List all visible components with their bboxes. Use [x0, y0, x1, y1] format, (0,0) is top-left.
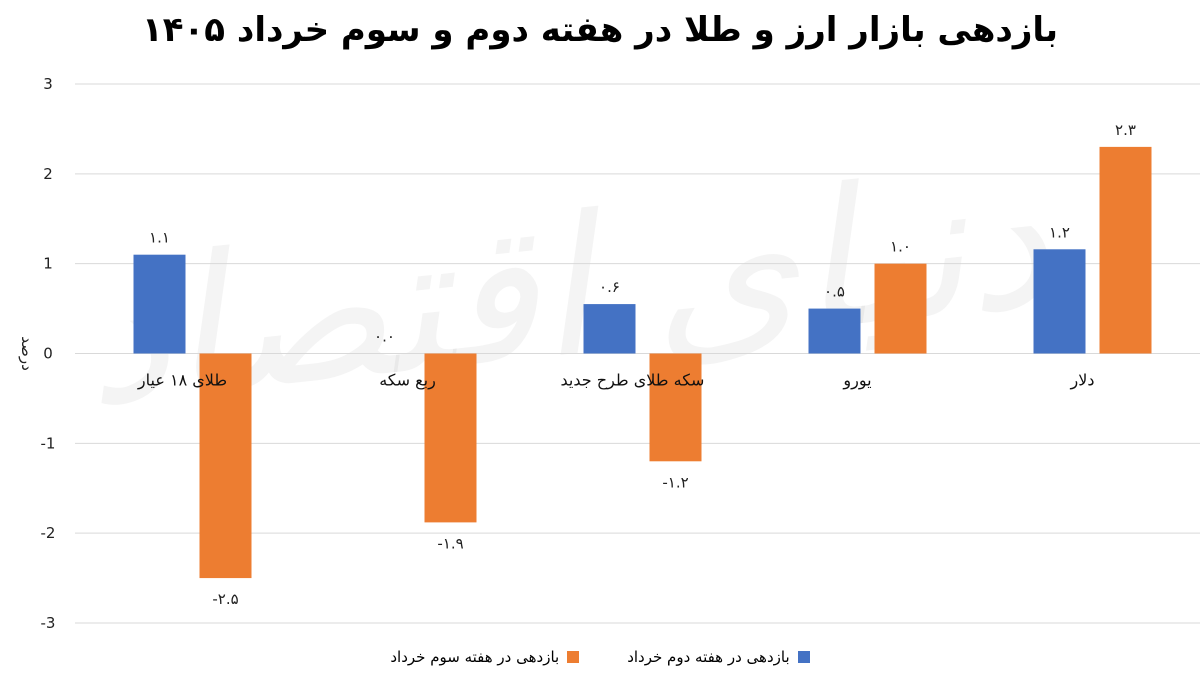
data-label: ۰.۵ [824, 283, 845, 301]
y-tick-label: 0 [43, 345, 53, 363]
data-label: ۱.۱ [149, 229, 170, 247]
data-label: -۱.۲ [662, 473, 688, 491]
bar [424, 353, 477, 523]
legend-item-week3: بازدهی در هفته سوم خرداد [390, 648, 580, 666]
bar [874, 263, 927, 354]
y-tick-label: 1 [43, 255, 53, 273]
y-tick-label: -1 [41, 434, 56, 452]
bar [808, 308, 861, 354]
category-label: سکه طلای طرح جدید [561, 371, 705, 391]
chart-title: بازدهی بازار ارز و طلا در هفته دوم و سوم… [142, 10, 1058, 50]
data-label: ۲.۳ [1115, 121, 1136, 139]
bar [1033, 249, 1086, 354]
y-tick-label: 3 [43, 75, 53, 93]
data-label: ۱.۰ [890, 238, 911, 256]
bar [133, 254, 186, 354]
bar [1099, 146, 1152, 354]
legend-swatch-week2 [797, 651, 810, 663]
legend-item-week2: بازدهی در هفته دوم خرداد [627, 648, 810, 666]
bar [199, 353, 252, 579]
legend-label-week3: بازدهی در هفته سوم خرداد [390, 648, 560, 666]
legend-label-week2: بازدهی در هفته دوم خرداد [627, 648, 790, 666]
data-label: ۰.۶ [599, 278, 620, 296]
legend: بازدهی در هفته دوم خرداد بازدهی در هفته … [0, 648, 1200, 666]
category-label: ربع سکه [379, 371, 436, 391]
data-label: ۰.۰ [374, 328, 395, 346]
data-label: ۱.۲ [1049, 223, 1070, 241]
category-label: طلای ۱۸ عیار [137, 371, 227, 391]
legend-swatch-week3 [567, 651, 580, 663]
y-tick-label: 2 [43, 165, 53, 183]
data-label: -۱.۹ [437, 534, 463, 552]
y-tick-label: -3 [41, 614, 56, 632]
bar [649, 353, 702, 462]
category-label: یورو [842, 371, 871, 391]
data-label: -۲.۵ [212, 590, 238, 608]
category-label: دلار [1070, 371, 1095, 391]
bar [583, 304, 636, 354]
y-tick-label: -2 [41, 524, 56, 542]
y-axis-label: درصد [18, 336, 36, 371]
